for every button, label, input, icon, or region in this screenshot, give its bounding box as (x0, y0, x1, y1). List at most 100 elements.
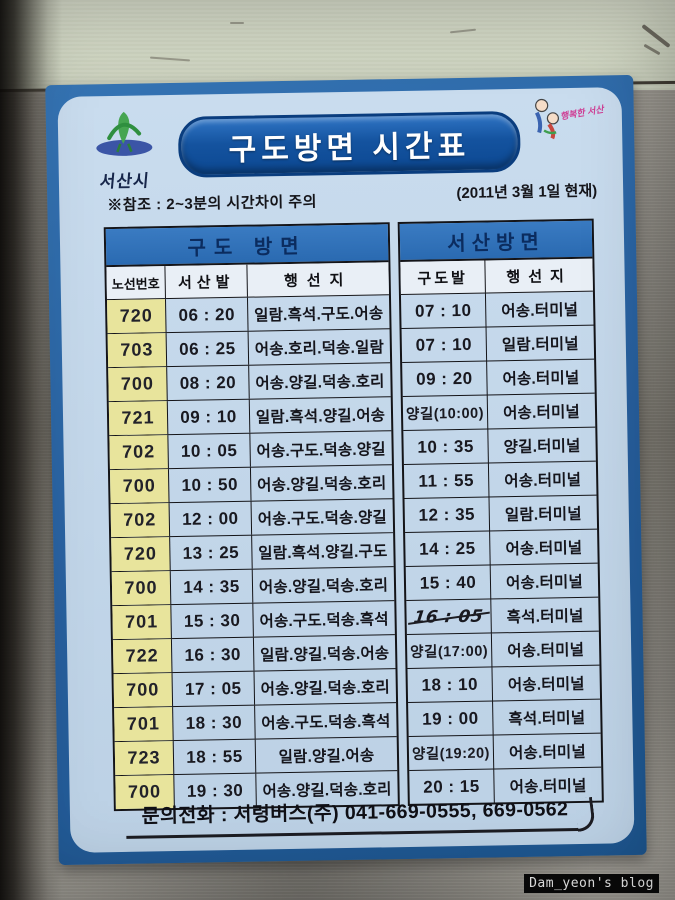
departure-time-cell: 14 : 25 (405, 532, 490, 566)
table-row: 701 18 : 30 어송.구도.덕송.흑석 (114, 702, 397, 742)
destination-cell: 어송.터미널 (487, 461, 597, 497)
table-row: 723 18 : 55 일람.양길.어송 (114, 736, 398, 776)
route-number-cell: 700 (113, 673, 173, 708)
destination-cell: 어송.터미널 (486, 393, 596, 429)
destination-cell: 흑석.터미널 (490, 597, 599, 633)
column-header-destination: 행선지 (246, 262, 389, 297)
departure-time-cell: 16 : 05 (406, 600, 491, 634)
route-number-cell: 721 (108, 401, 168, 436)
seosan-city-logo-icon (96, 111, 153, 156)
destination-cell: 일람.양길.덕송.어송 (252, 635, 396, 671)
table-row: 14 : 25 어송.터미널 (405, 528, 598, 566)
destination-cell: 어송.양길.덕송.호리 (248, 363, 391, 399)
upper-wall (0, 0, 675, 90)
seosan-table-column-headers: 구도발 행선지 (400, 258, 593, 296)
destination-cell: 어송.구도.덕송.흑석 (254, 703, 397, 739)
table-row: 11 : 55 어송.터미널 (403, 460, 597, 498)
destination-cell: 어송.터미널 (486, 359, 595, 395)
table-row: 18 : 10 어송.터미널 (407, 664, 601, 702)
departure-time-cell: 06 : 25 (165, 331, 249, 367)
time-text: 07 : 10 (415, 334, 473, 355)
time-text: 15 : 40 (419, 572, 477, 593)
route-number-cell: 720 (111, 537, 170, 572)
destination-cell: 일람.흑석.구도.어송 (246, 295, 390, 331)
time-text: 양길(19:20) (411, 745, 491, 763)
destination-cell: 어송.호리.덕송.일람 (247, 329, 391, 365)
departure-time-cell: 18 : 30 (172, 705, 255, 741)
destination-cell: 어송.구도.덕송.흑석 (252, 601, 395, 637)
mascot-characters-icon (534, 98, 559, 140)
destination-cell: 일람.흑석.양길.구도 (251, 533, 394, 569)
table-row: 07 : 10 일람.터미널 (401, 324, 595, 363)
route-number-cell: 702 (109, 435, 168, 470)
departure-time-cell: 10 : 50 (167, 467, 251, 503)
departure-time-cell: 08 : 20 (166, 365, 249, 401)
sign-title: 구도방면 시간표 (228, 129, 471, 167)
table-row: 10 : 35 양길.터미널 (403, 426, 596, 464)
departure-time-cell: 14 : 35 (169, 569, 253, 605)
table-row: 700 08 : 20 어송.양길.덕송.호리 (108, 362, 391, 402)
table-row: 양길(10:00) 어송.터미널 (402, 392, 596, 430)
contact-phone-line: 문의전화 : 서령버스(주) 041-669-0555, 669-0562 (125, 792, 579, 839)
seosan-city-logo-label: 서산시 (98, 171, 151, 192)
mascot-caption: 행복한 서산 (559, 104, 605, 122)
table-row: 양길(19:20) 어송.터미널 (408, 732, 602, 770)
time-text: 11 : 55 (418, 470, 475, 491)
destination-cell: 어송.양길.덕송.호리 (253, 669, 397, 705)
route-number-cell: 722 (112, 639, 172, 674)
destination-cell: 어송.터미널 (490, 631, 600, 667)
destination-cell: 어송.양길.덕송.호리 (249, 465, 393, 501)
table-row: 702 12 : 00 어송.구도.덕송.양길 (110, 498, 394, 538)
destination-cell: 어송.터미널 (489, 563, 599, 599)
happy-seosan-mascot: 행복한 서산 (530, 95, 615, 152)
time-text: 09 : 20 (416, 368, 473, 389)
table-row: 07 : 10 어송.터미널 (401, 291, 594, 328)
table-row: 720 13 : 25 일람.흑석.양길.구도 (111, 532, 394, 572)
table-row: 720 06 : 20 일람.흑석.구도.어송 (106, 295, 390, 334)
route-number-cell: 700 (109, 469, 169, 504)
wall-scratch-mark (230, 22, 244, 24)
time-text: 07 : 10 (414, 300, 472, 321)
route-number-cell: 700 (111, 571, 171, 606)
route-number-cell: 700 (108, 367, 167, 402)
route-number-cell: 701 (114, 707, 173, 742)
departure-time-cell: 양길(10:00) (403, 396, 488, 430)
departure-time-cell: 12 : 35 (405, 498, 490, 532)
time-text: 18 : 10 (421, 674, 479, 695)
gudo-table-column-headers: 노선번호 서산발 행선지 (106, 262, 389, 301)
sign-title-banner: 구도방면 시간표 (177, 110, 521, 178)
route-number-cell: 703 (107, 333, 167, 368)
table-row: 701 15 : 30 어송.구도.덕송.흑석 (112, 600, 395, 640)
time-text: 12 : 35 (418, 504, 476, 525)
destination-cell: 일람.터미널 (488, 495, 598, 531)
seosan-table-body: 07 : 10 어송.터미널 07 : 10 일람.터미널 09 : 20 어송.터미널 양… (401, 291, 602, 804)
departure-time-cell: 09 : 20 (402, 362, 487, 396)
departure-time-cell: 15 : 30 (170, 603, 253, 639)
time-text: 14 : 25 (419, 538, 476, 559)
route-number-cell: 702 (110, 503, 170, 538)
route-number-cell: 701 (112, 605, 171, 640)
blog-watermark: Dam_yeon's blog (524, 874, 659, 893)
as-of-date: (2011년 3월 1일 현재) (456, 182, 598, 203)
wall-scratch-mark (149, 56, 191, 62)
departure-time-cell: 양길(19:20) (409, 735, 494, 769)
departure-time-cell: 12 : 00 (168, 501, 252, 537)
departure-time-cell: 10 : 35 (403, 430, 488, 464)
table-row: 16 : 05 흑석.터미널 (406, 596, 599, 634)
route-number-cell: 723 (114, 741, 174, 776)
departure-time-cell: 19 : 00 (408, 701, 493, 735)
handwritten-struck-time: 16 : 05 (412, 606, 485, 628)
departure-time-cell: 06 : 20 (164, 297, 248, 333)
bus-timetable-sign: 서산시 구도방면 시간표 행복한 서산 ※참조 : 2~3분의 시간차이 주의 … (45, 74, 647, 866)
destination-cell: 일람.터미널 (485, 325, 595, 361)
time-text: 양길(10:00) (405, 405, 485, 423)
time-difference-note: ※참조 : 2~3분의 시간차이 주의 (107, 193, 318, 215)
table-row: 12 : 35 일람.터미널 (404, 494, 598, 532)
wall-scratch-mark (449, 28, 477, 34)
departure-time-cell: 07 : 10 (402, 328, 487, 362)
departure-time-cell: 07 : 10 (401, 294, 486, 328)
departure-time-cell: 17 : 05 (171, 671, 255, 707)
departure-time-cell: 13 : 25 (169, 535, 252, 571)
departure-time-cell: 16 : 30 (170, 637, 254, 673)
departure-time-cell: 양길(17:00) (407, 633, 492, 667)
